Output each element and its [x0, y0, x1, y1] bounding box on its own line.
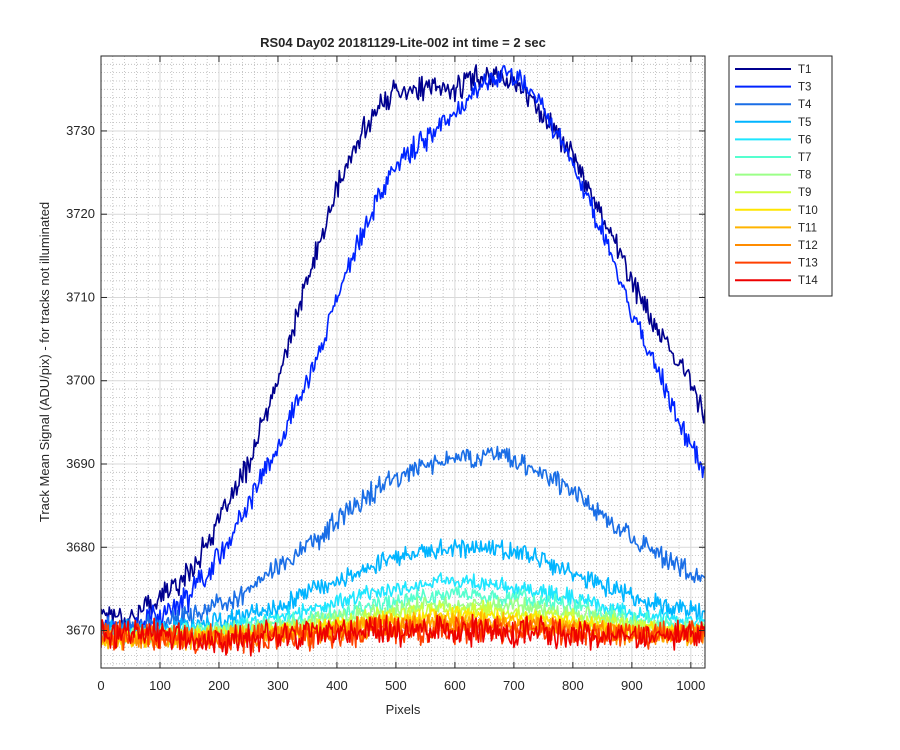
x-tick-label: 0	[97, 678, 104, 693]
x-tick-label: 300	[267, 678, 289, 693]
legend-label-t11: T11	[798, 222, 817, 234]
x-tick-label: 500	[385, 678, 407, 693]
legend-label-t5: T5	[798, 117, 811, 129]
y-axis-ticks: 3670 3680 3690 3700 3710 3720 3730	[66, 123, 705, 638]
y-tick-label: 3700	[66, 373, 95, 388]
y-tick-label: 3720	[66, 206, 95, 221]
series-line-t3	[101, 65, 705, 636]
series-line-t14	[101, 613, 705, 657]
x-tick-label: 400	[326, 678, 348, 693]
chart-title: RS04 Day02 20181129-Lite-002 int time = …	[260, 35, 546, 50]
x-tick-label: 900	[621, 678, 643, 693]
series-line-t1	[101, 64, 705, 628]
plot-clip	[101, 64, 705, 657]
legend-label-t9: T9	[798, 187, 811, 199]
x-tick-label: 100	[149, 678, 171, 693]
y-tick-label: 3710	[66, 289, 95, 304]
legend-label-t10: T10	[798, 205, 818, 217]
x-axis-label: Pixels	[386, 702, 421, 717]
legend: T1 T3 T4 T5 T6 T7 T8 T9 T10 T11 T12 T13 T14	[728, 55, 833, 297]
x-axis-ticks: 0 100 200 300 400 500 600 700 800 900 1000	[97, 56, 705, 693]
x-tick-label: 1000	[676, 678, 705, 693]
legend-label-t8: T8	[798, 170, 811, 182]
series-line-t4	[101, 445, 705, 639]
y-axis-label: Track Mean Signal (ADU/pix) - for tracks…	[37, 202, 52, 522]
y-tick-label: 3690	[66, 456, 95, 471]
y-tick-label: 3730	[66, 123, 95, 138]
legend-box	[728, 55, 833, 297]
series-line-t5	[101, 538, 705, 642]
legend-label-t14: T14	[798, 275, 818, 287]
x-tick-label: 800	[562, 678, 584, 693]
y-tick-label: 3670	[66, 623, 95, 638]
series-layer	[101, 64, 705, 657]
legend-label-t3: T3	[798, 82, 811, 94]
axes-box	[100, 55, 706, 669]
plot-area: 0 100 200 300 400 500 600 700 800 900 1000 3670 368…	[66, 55, 706, 693]
legend-label-t4: T4	[798, 99, 812, 111]
legend-label-t6: T6	[798, 134, 811, 146]
major-grid	[100, 56, 705, 668]
x-tick-label: 600	[444, 678, 466, 693]
legend-label-t13: T13	[798, 258, 818, 270]
legend-label-t12: T12	[798, 240, 818, 252]
legend-label-t7: T7	[798, 152, 811, 164]
y-tick-label: 3680	[66, 539, 95, 554]
x-tick-label: 200	[208, 678, 230, 693]
legend-label-t1: T1	[798, 64, 811, 76]
x-tick-label: 700	[503, 678, 525, 693]
